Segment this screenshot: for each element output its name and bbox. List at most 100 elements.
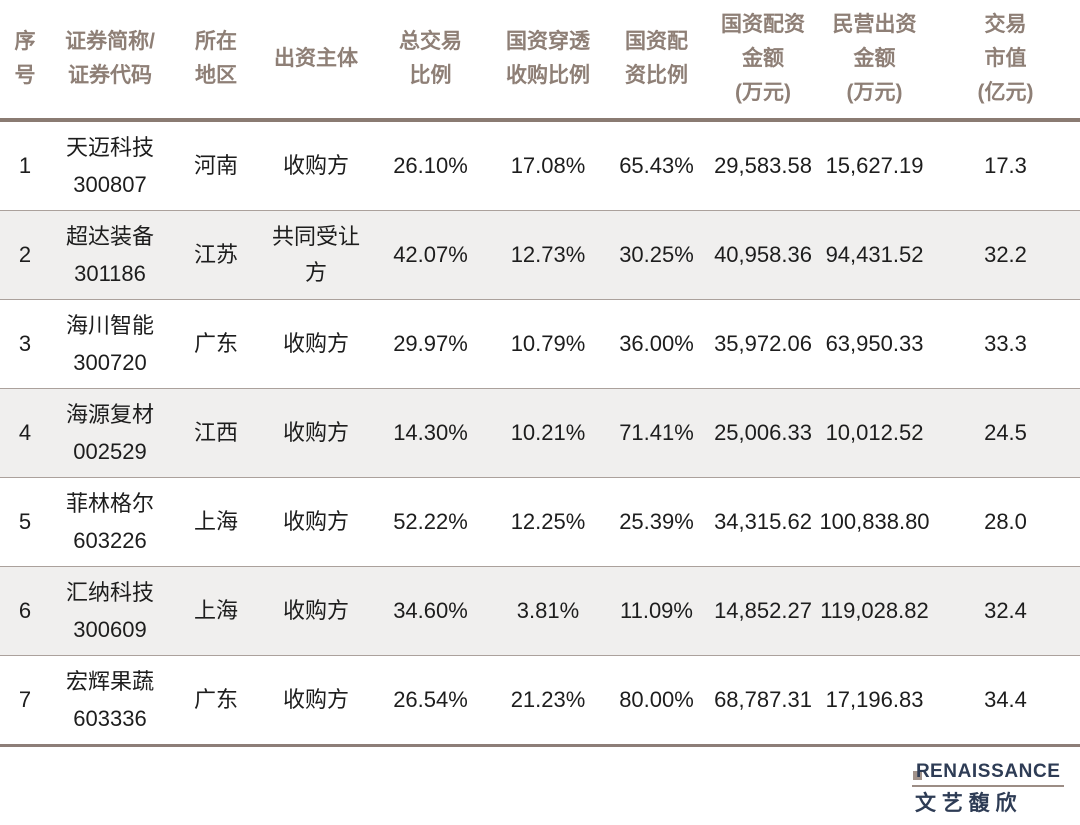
- cell-region: 上海: [170, 566, 262, 656]
- col-header-entity: 出资主体: [262, 0, 370, 122]
- cell-soe-allocation-amount: 29,583.58: [714, 153, 812, 179]
- cell-soe-penetration-ratio: 3.81%: [491, 566, 605, 656]
- cell-total-ratio: 34.60%: [370, 566, 491, 656]
- cell-total-ratio: 14.30%: [370, 388, 491, 478]
- cell-soe-allocation-ratio: 80.00%: [605, 655, 708, 747]
- cell-name-code: 天迈科技 300807: [50, 120, 170, 211]
- cell-market-cap: 34.4: [931, 655, 1080, 747]
- cell-entity: 收购方: [262, 388, 370, 478]
- renaissance-logo: R ENAISSANCE 文 艺 馥 欣: [912, 762, 1064, 815]
- cell-soe-allocation-amount: 34,315.62: [708, 477, 818, 567]
- footer: R ENAISSANCE 文 艺 馥 欣: [0, 747, 1080, 825]
- cell-region: 河南: [193, 153, 238, 179]
- cell-total-ratio: 29.97%: [370, 299, 491, 389]
- cell-soe-penetration-ratio: 12.25%: [491, 477, 605, 567]
- security-name: 海川智能: [65, 312, 154, 338]
- cell-seq: 6: [0, 566, 50, 656]
- col-header-private-amount: 民营出资 金额 (万元): [818, 0, 931, 122]
- security-name: 宏辉果蔬: [65, 668, 154, 694]
- cell-soe-penetration-ratio: 17.08%: [510, 153, 586, 179]
- security-name: 天迈科技: [65, 134, 154, 160]
- cell-soe-penetration-ratio: 10.79%: [491, 299, 605, 389]
- security-code: 603226: [73, 528, 147, 553]
- cell-total-ratio: 52.22%: [370, 477, 491, 567]
- logo-r-mark-icon: R: [913, 762, 930, 781]
- cell-market-cap: 24.5: [931, 388, 1080, 478]
- cell-private-amount: 63,950.33: [818, 299, 931, 389]
- cell-soe-allocation-amount: 25,006.33: [708, 388, 818, 478]
- cell-seq: 7: [0, 655, 50, 747]
- cell-private-amount: 15,627.19: [825, 153, 924, 179]
- security-code: 300807: [73, 172, 147, 197]
- logo-divider: [912, 785, 1064, 788]
- cell-soe-allocation-ratio: 65.43%: [619, 153, 694, 179]
- cell-total-ratio: 42.07%: [370, 210, 491, 300]
- deal-table: 序 号 证券简称/ 证券代码 所在 地区 出资主体 总交易 比例 国资穿透 收购…: [0, 0, 1080, 747]
- cell-soe-allocation-ratio: 25.39%: [605, 477, 708, 567]
- col-header-region: 所在 地区: [170, 0, 262, 122]
- cell-name-code: 海源复材 002529: [50, 388, 170, 478]
- cell-entity: 收购方: [282, 153, 349, 179]
- table-row: 3 海川智能 300720 广东 收购方 29.97% 10.79% 36.00…: [0, 299, 1080, 389]
- col-header-soe-allocation-ratio: 国资配 资比例: [605, 0, 708, 122]
- security-code: 603336: [73, 706, 147, 731]
- cell-region: 广东: [170, 299, 262, 389]
- cell-soe-allocation-ratio: 30.25%: [605, 210, 708, 300]
- security-code: 300609: [73, 617, 147, 642]
- table-row: 5 菲林格尔 603226 上海 收购方 52.22% 12.25% 25.39…: [0, 477, 1080, 567]
- cell-region: 江西: [170, 388, 262, 478]
- cell-soe-allocation-ratio: 71.41%: [605, 388, 708, 478]
- cell-total-ratio: 26.10%: [393, 153, 468, 179]
- cell-private-amount: 100,838.80: [818, 477, 931, 567]
- logo-wordmark-rest: ENAISSANCE: [930, 761, 1061, 783]
- table-row: 7 宏辉果蔬 603336 广东 收购方 26.54% 21.23% 80.00…: [0, 655, 1080, 747]
- col-header-soe-allocation-amount: 国资配资 金额 (万元): [708, 0, 818, 122]
- col-header-soe-penetration-ratio: 国资穿透 收购比例: [491, 0, 605, 122]
- security-name: 海源复材: [65, 401, 154, 427]
- col-header-total-ratio: 总交易 比例: [370, 0, 491, 122]
- cell-region: 江苏: [170, 210, 262, 300]
- cell-name-code: 菲林格尔 603226: [50, 477, 170, 567]
- cell-soe-penetration-ratio: 12.73%: [491, 210, 605, 300]
- table-row: 6 汇纳科技 300609 上海 收购方 34.60% 3.81% 11.09%…: [0, 566, 1080, 656]
- cell-entity: 收购方: [262, 655, 370, 747]
- cell-name-code: 海川智能 300720: [50, 299, 170, 389]
- cell-soe-allocation-ratio: 36.00%: [605, 299, 708, 389]
- cell-private-amount: 17,196.83: [818, 655, 931, 747]
- cell-region: 上海: [170, 477, 262, 567]
- cell-market-cap: 33.3: [931, 299, 1080, 389]
- cell-market-cap: 28.0: [931, 477, 1080, 567]
- cell-name-code: 汇纳科技 300609: [50, 566, 170, 656]
- cell-soe-allocation-amount: 35,972.06: [708, 299, 818, 389]
- cell-total-ratio: 26.54%: [370, 655, 491, 747]
- cell-private-amount: 10,012.52: [818, 388, 931, 478]
- cell-seq: 2: [0, 210, 50, 300]
- table-row: 1 天迈科技 300807 河南 收购方 26.10% 17.08% 65.43…: [0, 120, 1080, 211]
- cell-soe-allocation-amount: 40,958.36: [708, 210, 818, 300]
- security-code: 300720: [73, 350, 147, 375]
- cell-seq: 5: [0, 477, 50, 567]
- cell-seq: 3: [0, 299, 50, 389]
- table-header: 序 号 证券简称/ 证券代码 所在 地区 出资主体 总交易 比例 国资穿透 收购…: [0, 0, 1080, 122]
- col-header-name-code: 证券简称/ 证券代码: [50, 0, 170, 122]
- cell-seq: 4: [0, 388, 50, 478]
- security-code: 301186: [74, 261, 146, 286]
- cell-market-cap: 17.3: [984, 153, 1027, 179]
- cell-private-amount: 94,431.52: [818, 210, 931, 300]
- col-header-market-cap: 交易 市值 (亿元): [931, 0, 1080, 122]
- security-name: 汇纳科技: [65, 579, 154, 605]
- cell-soe-allocation-amount: 68,787.31: [708, 655, 818, 747]
- cell-soe-penetration-ratio: 21.23%: [491, 655, 605, 747]
- col-header-seq: 序 号: [0, 0, 50, 122]
- logo-chinese-name: 文 艺 馥 欣: [915, 792, 1017, 816]
- cell-name-code: 宏辉果蔬 603336: [50, 655, 170, 747]
- security-name: 菲林格尔: [65, 490, 154, 516]
- cell-soe-allocation-amount: 14,852.27: [708, 566, 818, 656]
- cell-entity: 收购方: [262, 566, 370, 656]
- cell-seq: 1: [18, 153, 32, 179]
- security-code: 002529: [73, 439, 147, 464]
- cell-entity: 共同受让方: [262, 210, 370, 300]
- cell-private-amount: 119,028.82: [818, 566, 931, 656]
- header-row: 序 号 证券简称/ 证券代码 所在 地区 出资主体 总交易 比例 国资穿透 收购…: [0, 0, 1080, 122]
